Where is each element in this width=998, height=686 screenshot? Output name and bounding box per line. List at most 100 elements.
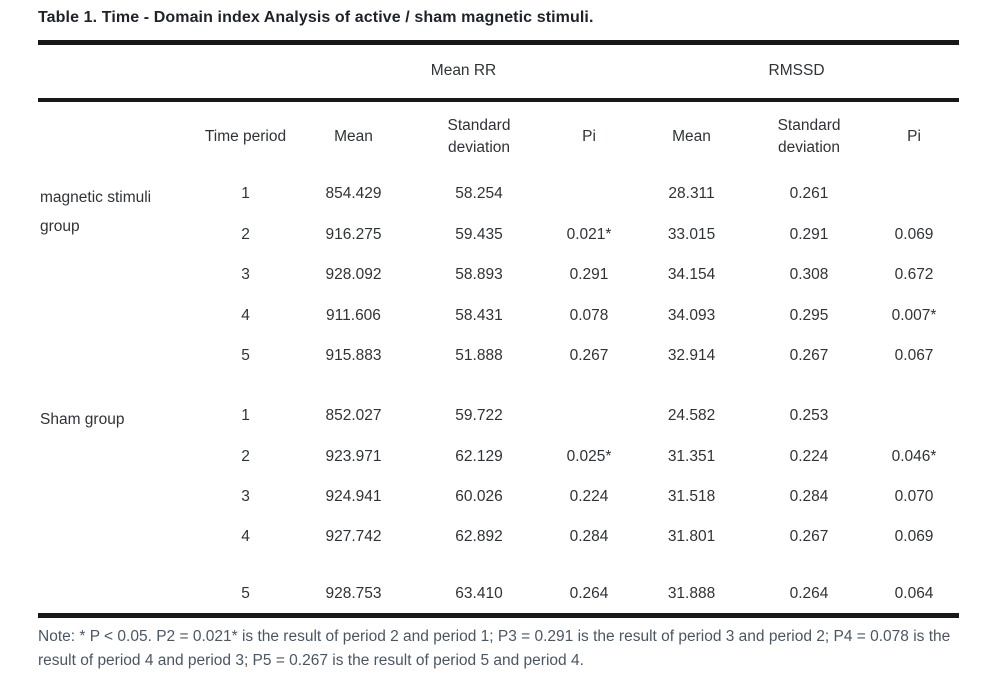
column-header-rmssd-pi: Pi	[907, 127, 921, 145]
value-cell: 32.914	[667, 346, 716, 364]
column-header-rmssd-mean: Mean	[672, 127, 711, 145]
value-cell: 0.025*	[566, 447, 612, 465]
value-cell: 854.429	[325, 185, 382, 203]
value-cell: 927.742	[325, 528, 382, 546]
group-label: magnetic stimuli group	[40, 189, 152, 236]
column-header-empty	[38, 100, 198, 174]
time-period-cell: 2	[241, 225, 250, 243]
value-cell: 0.264	[569, 584, 609, 602]
table-head: Mean RR RMSSD Time period Mean Standard …	[38, 42, 960, 174]
value-cell: 0.291	[569, 266, 609, 284]
value-cell: 0.308	[789, 266, 829, 284]
value-cell: 0.067	[894, 346, 934, 364]
time-period-cell: 4	[241, 528, 250, 546]
value-cell: 0.295	[789, 306, 829, 324]
value-cell: 58.431	[455, 306, 503, 324]
data-table: Mean RR RMSSD Time period Mean Standard …	[38, 40, 960, 619]
table-row: 3 928.092 58.893 0.291 34.154 0.308 0.672	[38, 254, 959, 294]
time-period-cell: 4	[241, 306, 250, 324]
value-cell: 0.064	[894, 584, 934, 602]
value-cell: 58.254	[455, 185, 503, 203]
value-cell: 28.311	[668, 185, 715, 203]
value-cell	[544, 375, 634, 435]
value-cell: 0.078	[569, 306, 609, 324]
value-cell: 33.015	[667, 225, 716, 243]
table-row: magnetic stimuli group 1 854.429 58.254 28.3…	[38, 173, 959, 235]
table-title: Table 1. Time - Domain index Analysis of…	[38, 9, 594, 26]
value-cell: 31.888	[667, 584, 716, 602]
table-row: Sham group 1 852.027 59.722 24.582 0.253	[38, 375, 959, 435]
group-header-row: Mean RR RMSSD	[38, 42, 960, 102]
value-cell: 58.893	[455, 266, 503, 284]
value-cell: 916.275	[325, 225, 382, 243]
value-cell: 0.267	[789, 346, 829, 364]
value-cell: 852.027	[325, 407, 382, 425]
value-cell: 924.941	[325, 488, 382, 506]
value-cell: 0.224	[789, 447, 829, 465]
table-row: 5 915.883 51.888 0.267 32.914 0.267 0.067	[38, 335, 959, 375]
value-cell: 0.069	[894, 528, 934, 546]
value-cell: 31.801	[667, 528, 716, 546]
value-cell: 915.883	[325, 346, 382, 364]
table-row: 4 911.606 58.431 0.078 34.093 0.295 0.007*	[38, 295, 959, 335]
value-cell: 0.267	[569, 346, 609, 364]
group-header-mean-rr: Mean RR	[293, 42, 635, 102]
column-header-rmssd-sd: Standard deviation	[777, 116, 841, 156]
value-cell	[869, 375, 959, 435]
value-cell	[544, 173, 634, 213]
value-cell: 0.070	[894, 488, 934, 506]
group-header-rmssd: RMSSD	[634, 42, 960, 102]
value-cell: 0.284	[789, 488, 829, 506]
value-cell: 60.026	[455, 488, 503, 506]
value-cell: 0.069	[894, 225, 934, 243]
value-cell: 923.971	[325, 447, 382, 465]
column-header-mean-rr-mean: Mean	[334, 127, 373, 145]
table-body: magnetic stimuli group 1 854.429 58.254 28.3…	[38, 173, 959, 615]
value-cell: 0.253	[789, 407, 829, 425]
value-cell: 31.351	[667, 447, 716, 465]
value-cell: 63.410	[455, 584, 503, 602]
value-cell: 62.129	[455, 447, 503, 465]
value-cell: 0.224	[569, 488, 609, 506]
group-label: Sham group	[40, 411, 125, 429]
value-cell: 31.518	[667, 488, 716, 506]
value-cell: 0.046*	[891, 447, 937, 465]
value-cell: 34.093	[667, 306, 716, 324]
column-header-mean-rr-sd: Standard deviation	[447, 116, 511, 156]
table-note: Note: * P < 0.05. P2 = 0.021* is the res…	[38, 628, 951, 670]
value-cell: 911.606	[326, 306, 381, 324]
time-period-cell: 5	[241, 584, 250, 602]
value-cell: 59.435	[455, 225, 503, 243]
time-period-cell: 2	[241, 447, 250, 465]
value-cell: 0.261	[789, 185, 829, 203]
value-cell: 51.888	[455, 346, 503, 364]
value-cell: 0.284	[569, 528, 609, 546]
value-cell: 0.672	[894, 266, 934, 284]
table-row: 5 928.753 63.410 0.264 31.888 0.264 0.064	[38, 557, 959, 616]
value-cell: 0.007*	[891, 306, 937, 324]
value-cell: 59.722	[455, 407, 503, 425]
table-row: 3 924.941 60.026 0.224 31.518 0.284 0.070	[38, 476, 959, 516]
time-period-cell: 5	[241, 346, 250, 364]
value-cell: 0.021*	[566, 225, 612, 243]
time-period-cell: 1	[241, 185, 250, 203]
value-cell: 34.154	[667, 266, 716, 284]
value-cell	[869, 173, 959, 213]
table-row: 2 923.971 62.129 0.025* 31.351 0.224 0.046*	[38, 436, 959, 476]
column-header-time-period: Time period	[204, 127, 287, 145]
value-cell: 0.264	[789, 584, 829, 602]
time-period-cell: 3	[241, 488, 250, 506]
column-header-row: Time period Mean Standard deviation Pi M…	[38, 100, 959, 174]
column-header-mean-rr-pi: Pi	[582, 127, 596, 145]
value-cell: 928.753	[325, 584, 382, 602]
value-cell: 24.582	[667, 407, 716, 425]
value-cell: 62.892	[455, 528, 503, 546]
table-row: 2 916.275 59.435 0.021* 33.015 0.291 0.069	[38, 214, 959, 254]
value-cell: 0.291	[789, 225, 829, 243]
time-period-cell: 3	[241, 266, 250, 284]
value-cell: 0.267	[789, 528, 829, 546]
group-header-spacer	[38, 42, 293, 102]
table-row: 4 927.742 62.892 0.284 31.801 0.267 0.069	[38, 516, 959, 556]
value-cell: 928.092	[325, 266, 382, 284]
